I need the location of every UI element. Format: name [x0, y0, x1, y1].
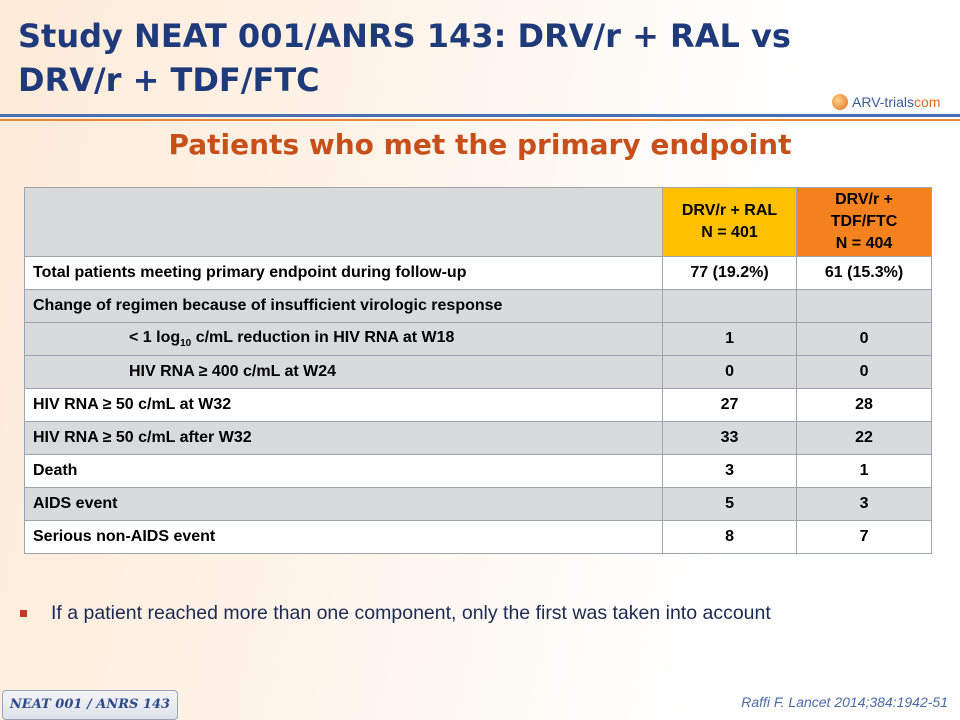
- row-value-ral: 5: [661, 487, 798, 521]
- globe-icon: [832, 94, 848, 110]
- row-value-tdf: 61 (15.3%): [796, 256, 932, 290]
- header-drv-ral-name: DRV/r + RAL: [681, 202, 778, 219]
- square-bullet-icon: [20, 610, 27, 617]
- table-row: Total patients meeting primary endpoint …: [24, 256, 932, 290]
- title-line-2: DRV/r + TDF/FTC: [18, 61, 320, 99]
- header-drv-ral-n: N = 401: [701, 224, 758, 241]
- row-value-ral: 0: [661, 355, 798, 389]
- row-label-pre: < 1 log: [129, 328, 181, 346]
- logo-text-suffix: com: [913, 94, 941, 110]
- row-label: Change of regimen because of insufficien…: [24, 289, 663, 323]
- row-value-tdf: 0: [796, 322, 932, 356]
- table-row: HIV RNA ≥ 50 c/mL after W32 33 22: [24, 421, 932, 455]
- header-drv-ral: DRV/r + RAL N = 401: [661, 187, 798, 257]
- row-value-tdf: 22: [796, 421, 932, 455]
- header-blank-cell: [24, 187, 663, 257]
- row-value-ral: 33: [661, 421, 798, 455]
- row-value-tdf: 1: [796, 454, 932, 488]
- logo-text: ARV-trials: [852, 94, 914, 110]
- row-label: HIV RNA ≥ 400 c/mL at W24: [24, 355, 663, 389]
- row-value-tdf: 0: [796, 355, 932, 389]
- row-value-tdf: 7: [796, 520, 932, 554]
- title-divider-blue: [0, 114, 960, 117]
- slide-title: Study NEAT 001/ANRS 143: DRV/r + RAL vs …: [18, 14, 818, 102]
- title-line-1: Study NEAT 001/ANRS 143: DRV/r + RAL vs: [18, 17, 791, 55]
- table-row: HIV RNA ≥ 400 c/mL at W24 0 0: [24, 355, 932, 389]
- table-row: Death 3 1: [24, 454, 932, 488]
- row-value-ral: 77 (19.2%): [661, 256, 798, 290]
- row-label-post: c/mL reduction in HIV RNA at W18: [191, 328, 455, 346]
- row-label: Death: [24, 454, 663, 488]
- row-label-sub: 10: [180, 338, 192, 350]
- row-label: < 1 log10 c/mL reduction in HIV RNA at W…: [24, 322, 663, 356]
- endpoint-table: DRV/r + RAL N = 401 DRV/r + TDF/FTC N = …: [24, 187, 932, 554]
- table-row: HIV RNA ≥ 50 c/mL at W32 27 28: [24, 388, 932, 422]
- row-value-ral: 1: [661, 322, 798, 356]
- row-value-ral: 27: [661, 388, 798, 422]
- row-value-tdf: 28: [796, 388, 932, 422]
- row-value-tdf: 3: [796, 487, 932, 521]
- table-row: < 1 log10 c/mL reduction in HIV RNA at W…: [24, 322, 932, 356]
- table-row: Serious non-AIDS event 8 7: [24, 520, 932, 554]
- row-value-ral: [661, 289, 798, 323]
- slide-subtitle: Patients who met the primary endpoint: [168, 128, 792, 161]
- row-label: HIV RNA ≥ 50 c/mL at W32: [24, 388, 663, 422]
- row-label: AIDS event: [24, 487, 663, 521]
- study-badge: NEAT 001 / ANRS 143: [2, 690, 178, 720]
- row-label: HIV RNA ≥ 50 c/mL after W32: [24, 421, 663, 455]
- footnote-text: If a patient reached more than one compo…: [51, 602, 771, 624]
- arv-trials-logo: ARV-trials com: [832, 92, 940, 112]
- citation: Raffi F. Lancet 2014;384:1942-51: [741, 694, 948, 710]
- table-row: Change of regimen because of insufficien…: [24, 289, 932, 323]
- header-drv-tdf: DRV/r + TDF/FTC N = 404: [796, 187, 932, 257]
- footnote-bullet: If a patient reached more than one compo…: [18, 602, 771, 625]
- header-drv-tdf-name: DRV/r + TDF/FTC: [830, 191, 898, 230]
- table-header-row: DRV/r + RAL N = 401 DRV/r + TDF/FTC N = …: [24, 187, 932, 257]
- row-value-tdf: [796, 289, 932, 323]
- row-value-ral: 3: [661, 454, 798, 488]
- row-label: Total patients meeting primary endpoint …: [24, 256, 663, 290]
- row-label: Serious non-AIDS event: [24, 520, 663, 554]
- header-drv-tdf-n: N = 404: [835, 235, 893, 252]
- row-value-ral: 8: [661, 520, 798, 554]
- title-divider-orange: [0, 119, 960, 121]
- table-row: AIDS event 5 3: [24, 487, 932, 521]
